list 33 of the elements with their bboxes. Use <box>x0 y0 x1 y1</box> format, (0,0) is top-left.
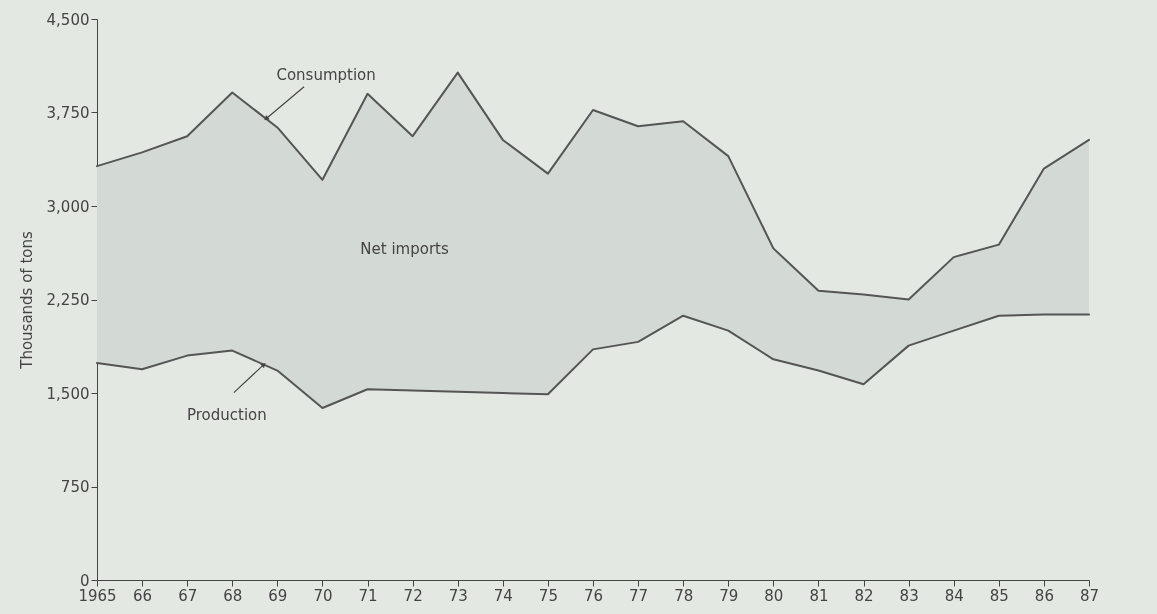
y-tick-label: 750 <box>60 478 90 496</box>
x-tick-label: 76 <box>583 586 604 605</box>
y-axis-title: Thousands of tons <box>17 231 36 370</box>
line-series <box>96 313 1090 409</box>
x-tick-label: 84 <box>944 586 964 605</box>
x-tick-label: 77 <box>629 586 649 605</box>
y-tick-label: 3,750 <box>46 104 90 122</box>
y-tick-label: 3,000 <box>46 197 90 216</box>
text: Production <box>186 405 267 424</box>
x-tick-label: 69 <box>268 586 288 605</box>
x-tick-label: 66 <box>133 586 153 605</box>
annotation: Net imports <box>360 240 449 259</box>
y-tick-label: 1,500 <box>46 384 90 403</box>
x-tick-label: 71 <box>358 586 378 605</box>
x-tick-label: 74 <box>493 586 513 605</box>
y-tick-label: 4,500 <box>46 10 90 29</box>
series-label: Consumption <box>276 65 376 84</box>
y-tick-label: 2,250 <box>46 291 90 309</box>
x-tick-label: 87 <box>1079 586 1100 605</box>
x-tick-label: 82 <box>854 586 874 605</box>
x-tick-label: 85 <box>989 586 1009 605</box>
x-tick-label: 83 <box>899 586 919 605</box>
x-tick-label: 68 <box>223 586 243 605</box>
x-tick-label: 78 <box>674 586 694 605</box>
x-tick-label: 75 <box>538 586 558 605</box>
x-tick-label: 73 <box>448 586 468 605</box>
x-tick-label: 79 <box>719 586 739 605</box>
x-tick-label: 81 <box>809 586 829 605</box>
x-tick-label: 67 <box>178 586 198 605</box>
x-tick-label: 80 <box>764 586 784 605</box>
x-tick-label: 72 <box>403 586 423 605</box>
x-tick-label: 86 <box>1034 586 1054 605</box>
x-tick-label: 70 <box>313 586 333 605</box>
